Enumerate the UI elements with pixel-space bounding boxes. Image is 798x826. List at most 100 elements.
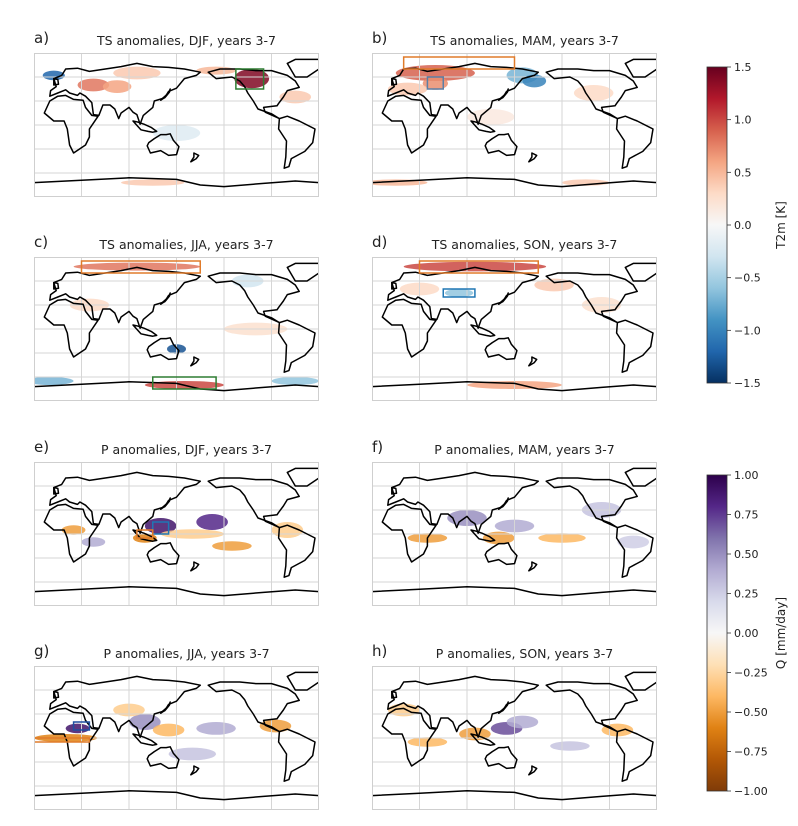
panel-frame (372, 666, 657, 810)
panel-letter: c) (34, 233, 48, 251)
map-panel-4: e) P anomalies, DJF, years 3-7 (34, 438, 319, 606)
panel-frame (34, 462, 319, 606)
region-box (34, 737, 91, 743)
coastline (190, 152, 200, 163)
coastline (545, 68, 638, 120)
coastline (497, 292, 509, 305)
panel-letter: d) (372, 233, 387, 251)
coastline (528, 561, 538, 572)
coastline (381, 94, 437, 154)
anomaly-patch (522, 74, 547, 88)
anomaly-patch (259, 719, 292, 733)
anomaly-patch (102, 80, 132, 93)
panel-frame (372, 462, 657, 606)
coastline (484, 746, 518, 770)
panel-frame (372, 257, 657, 401)
coastline (545, 272, 638, 324)
coastline (286, 262, 319, 282)
coastline (286, 671, 319, 691)
anomaly-patch (212, 541, 252, 551)
coastline (132, 120, 158, 133)
coastline (277, 115, 316, 169)
map-panel-5: f) P anomalies, MAM, years 3-7 (372, 438, 657, 606)
anomaly-patch (422, 77, 448, 90)
colorbar-precipitation: −1.00 −0.75 −0.50 −0.25 0.00 0.25 0.50 0.75 1.00… (706, 469, 788, 798)
anomaly-patch (403, 261, 547, 272)
coastline (391, 281, 398, 290)
coastline (277, 524, 316, 578)
coastline (49, 675, 202, 738)
panel-title: P anomalies, JJA, years 3-7 (103, 646, 269, 661)
panel-title: P anomalies, DJF, years 3-7 (101, 442, 272, 457)
coastline (545, 477, 638, 529)
panel-letter: b) (372, 29, 387, 47)
region-box (418, 260, 539, 274)
coastline (624, 671, 657, 691)
region-box (426, 76, 445, 90)
coastline (497, 88, 509, 101)
coastline (207, 68, 300, 120)
coastline (484, 337, 518, 361)
map-panel-6: g) P anomalies, JJA, years 3-7 (34, 642, 319, 810)
coastline (387, 62, 540, 125)
colorbar-tick-label: 1.5 (734, 61, 752, 74)
coastline (53, 486, 60, 495)
coastline (381, 298, 437, 358)
colorbar-tick-label: 1.0 (734, 114, 752, 127)
panel-title: P anomalies, MAM, years 3-7 (434, 442, 615, 457)
coastline (286, 58, 319, 78)
region-box (402, 56, 516, 70)
panel-letter: e) (34, 438, 49, 456)
colorbar-tick-label: −0.75 (734, 746, 768, 759)
colorbar-tick-label: 0.25 (734, 588, 759, 601)
panel-title: P anomalies, SON, years 3-7 (436, 646, 614, 661)
colorbar-tick-label: 0.75 (734, 509, 759, 522)
coastline (387, 471, 540, 534)
panel-title: TS anomalies, MAM, years 3-7 (429, 33, 619, 48)
coastline (207, 681, 300, 733)
coastline (132, 529, 158, 542)
colorbar-tick-label: −1.5 (734, 377, 761, 390)
coastline (159, 88, 171, 101)
anomaly-patch (81, 537, 106, 547)
panel-letter: h) (372, 642, 387, 660)
coastline (53, 281, 60, 290)
panel-letter: f) (372, 438, 383, 456)
region-box (442, 288, 476, 298)
coastline (207, 272, 300, 324)
coastline (43, 503, 99, 563)
coastline (381, 503, 437, 563)
panel-frame (34, 257, 319, 401)
coastline (484, 542, 518, 566)
coastline (497, 701, 509, 714)
coastline (146, 337, 180, 361)
coastline (277, 728, 316, 782)
colorbar-tick-label: −1.0 (734, 324, 761, 337)
coastline (372, 790, 657, 801)
coastline (146, 746, 180, 770)
region-box (152, 376, 217, 390)
coastline (615, 728, 654, 782)
region-box (72, 721, 91, 731)
anomaly-patch (506, 715, 539, 729)
anomaly-patch (65, 723, 90, 734)
anomaly-patch (113, 66, 161, 80)
anomaly-patch (234, 69, 270, 89)
colorbar-tick-label: 0.0 (734, 219, 752, 232)
anomaly-patch (196, 514, 228, 530)
anomaly-patch (77, 78, 110, 92)
coastline (49, 62, 202, 125)
panel-frame (34, 53, 319, 197)
region-box (235, 68, 265, 90)
coastline (470, 324, 496, 337)
coastline (387, 266, 540, 329)
panel-frame (34, 666, 319, 810)
map-panel-1: b) TS anomalies, MAM, years 3-7 (372, 29, 657, 197)
coastline (470, 120, 496, 133)
anomaly-patch (444, 289, 474, 297)
coastline (190, 356, 200, 367)
coastline (159, 701, 171, 714)
anomaly-patch (271, 377, 319, 385)
coastline (528, 765, 538, 776)
anomaly-patch (42, 70, 65, 81)
